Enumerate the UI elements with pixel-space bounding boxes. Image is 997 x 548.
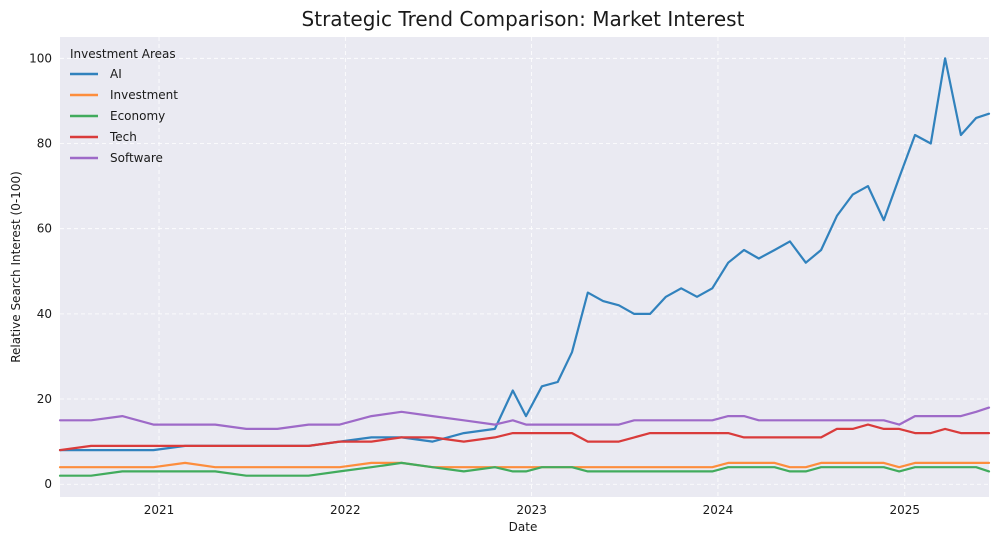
tick-labels: 0 20 40 60 80 100 2021 2022 2023 2024 2025 xyxy=(29,51,920,517)
series-line-economy xyxy=(58,461,991,477)
y-tick-label: 100 xyxy=(29,51,52,65)
x-tick-label: 2024 xyxy=(703,503,734,517)
legend-label-investment: Investment xyxy=(110,88,178,102)
y-tick-label: 40 xyxy=(37,307,52,321)
gridlines xyxy=(60,37,989,497)
series-lines xyxy=(58,57,991,477)
x-tick-label: 2025 xyxy=(890,503,921,517)
y-tick-label: 60 xyxy=(37,222,52,236)
x-tick-label: 2023 xyxy=(516,503,547,517)
x-tick-label: 2021 xyxy=(144,503,175,517)
y-tick-label: 80 xyxy=(37,136,52,150)
y-tick-label: 0 xyxy=(44,477,52,491)
series-line-investment xyxy=(58,461,991,469)
series-line-software xyxy=(58,406,991,430)
legend-label-ai: AI xyxy=(110,67,122,81)
legend: Investment Areas AI Investment Economy Tech… xyxy=(70,47,178,165)
x-axis-title: Date xyxy=(509,520,538,534)
legend-label-tech: Tech xyxy=(109,130,137,144)
legend-title: Investment Areas xyxy=(70,47,176,61)
legend-label-economy: Economy xyxy=(110,109,165,123)
chart-title: Strategic Trend Comparison: Market Inter… xyxy=(302,7,745,31)
series-line-tech xyxy=(58,423,991,452)
legend-label-software: Software xyxy=(110,151,163,165)
y-tick-label: 20 xyxy=(37,392,52,406)
x-tick-label: 2022 xyxy=(330,503,361,517)
y-axis-title: Relative Search Interest (0-100) xyxy=(9,171,23,363)
